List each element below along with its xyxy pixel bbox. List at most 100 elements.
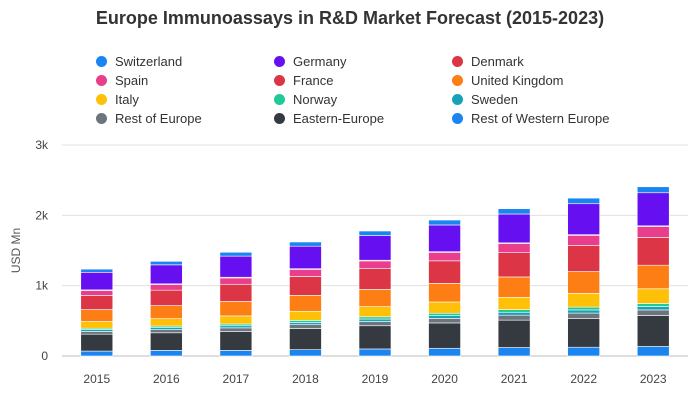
bar-segment [428,322,461,349]
bar-segment [219,331,253,351]
bar-segment [636,309,670,316]
bar-segment [636,288,670,304]
x-tick-label: 2023 [640,372,667,386]
bar-segment [636,237,670,266]
legend-item[interactable]: Sweden [452,90,652,109]
bar-segment [80,295,114,310]
y-tick-label: 0 [41,349,48,363]
legend-item[interactable]: United Kingdom [452,71,652,90]
bar-segment [358,318,392,322]
bar-segment [567,309,600,314]
legend-label: Eastern-Europe [293,111,385,126]
bar-segment [428,301,461,314]
bar-segment [219,301,253,317]
bar-segment [636,226,670,238]
bar-segment [80,290,114,296]
bar-segment [289,328,322,350]
bar-segment [219,283,253,302]
bar-segment [497,347,531,357]
y-tick-label: 3k [35,138,49,152]
bar-segment [289,241,322,247]
legend-label: Norway [293,92,338,107]
bar-segment [567,293,600,308]
legend-marker [274,56,285,67]
legend-item[interactable]: Spain [96,71,274,90]
bar-segment [289,269,322,277]
legend-item[interactable]: Norway [274,90,452,109]
legend-item[interactable]: Eastern-Europe [274,109,452,128]
bar-segment [497,276,531,298]
bar-segment [150,332,183,351]
legend-item[interactable]: Denmark [452,52,652,71]
bar-segment [358,348,392,357]
bar-segment [289,310,322,321]
bar-segment [567,235,600,246]
x-tick-label: 2019 [362,372,389,386]
legend-item[interactable]: Switzerland [96,52,274,71]
bar-segment [636,192,670,227]
legend-label: Denmark [471,54,524,69]
legend-label: Italy [115,92,139,107]
legend-marker [96,113,107,124]
bar-segment [219,350,253,357]
y-tick-label: 1k [35,279,49,293]
chart-title: Europe Immunoassays in R&D Market Foreca… [95,8,605,28]
bar-segment [150,264,183,285]
bar-segment [428,224,461,252]
bar-segment [428,315,461,319]
bar-segment [289,276,322,296]
bar-segment [219,325,253,329]
bar-segment [497,314,531,321]
bar-segment [289,295,322,312]
legend-label: United Kingdom [471,73,564,88]
bar-segment [567,346,600,357]
bar-segment [358,235,392,261]
bar-segment [428,260,461,284]
x-tick-label: 2020 [431,372,458,386]
legend-item[interactable]: Rest of Europe [96,109,274,128]
bar-segment [358,325,392,350]
legend-marker [274,94,285,105]
legend-marker [452,75,463,86]
bar-segment [636,306,670,311]
y-tick-label: 2k [35,208,49,222]
legend-item[interactable]: Rest of Western Europe [452,109,652,128]
bar-segment [150,261,183,266]
legend-marker [96,94,107,105]
legend-label: Rest of Europe [115,111,202,126]
bar-segment [428,347,461,357]
bar-segment [80,331,114,335]
legend-label: Germany [293,54,347,69]
bar-segment [219,255,253,278]
bar-segment [358,230,392,236]
bar-segment [80,272,114,291]
bar-segment [219,251,253,257]
bar-segment [497,243,531,253]
bar-segment [428,252,461,262]
bar-segment [428,219,461,226]
legend-marker [452,56,463,67]
bar-segment [358,321,392,327]
legend-item[interactable]: Germany [274,52,452,71]
x-tick-label: 2017 [223,372,250,386]
bar-segment [497,319,531,348]
legend-item[interactable]: France [274,71,452,90]
legend-item[interactable]: Italy [96,90,274,109]
x-tick-label: 2022 [570,372,597,386]
x-tick-label: 2016 [153,372,180,386]
bar-segment [150,350,183,357]
bar-segment [428,283,461,303]
bar-segment [150,284,183,291]
bar-segment [567,271,600,294]
bar-segment [497,297,531,310]
bar-segment [289,349,322,357]
legend-label: Switzerland [115,54,183,69]
x-tick-label: 2018 [292,372,319,386]
bar-segment [80,309,114,322]
bar-segment [150,289,183,306]
legend-label: Sweden [471,92,518,107]
bar-segment [150,329,183,334]
legend-marker [96,56,107,67]
bar-segment [219,327,253,332]
